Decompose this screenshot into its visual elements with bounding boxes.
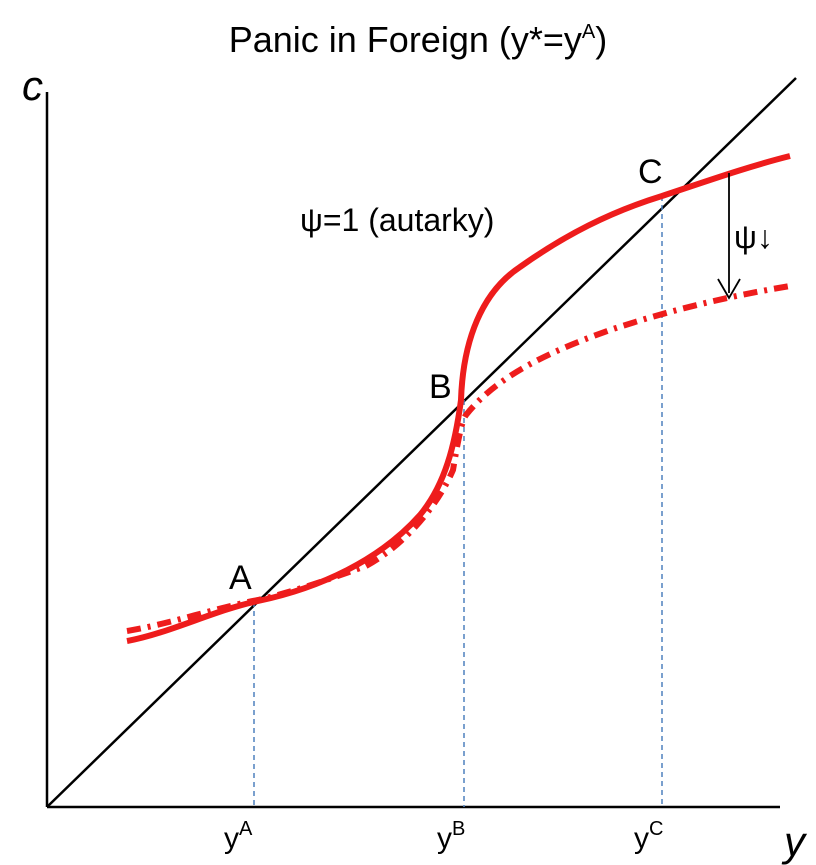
autarky-curve — [126, 153, 791, 644]
horizontal-axis-label: y — [781, 818, 808, 865]
point-label-c: C — [638, 153, 663, 191]
tick-label-yb: yB — [437, 818, 465, 855]
tick-label-yc: yC — [634, 818, 663, 855]
forty-five-degree-line — [46, 77, 797, 808]
psi-down-label: ψ↓ — [734, 219, 773, 255]
psi-down-arrow-head — [717, 278, 741, 300]
lower-psi-curve — [126, 283, 791, 634]
point-label-a: A — [229, 559, 252, 597]
autarky-label: ψ=1 (autarky) — [300, 202, 494, 238]
vertical-axis-label: c — [22, 62, 43, 109]
point-label-b: B — [429, 368, 452, 406]
tick-label-ya: yA — [224, 818, 253, 855]
diagram-title: Panic in Foreign (y*=yA) — [229, 19, 608, 60]
